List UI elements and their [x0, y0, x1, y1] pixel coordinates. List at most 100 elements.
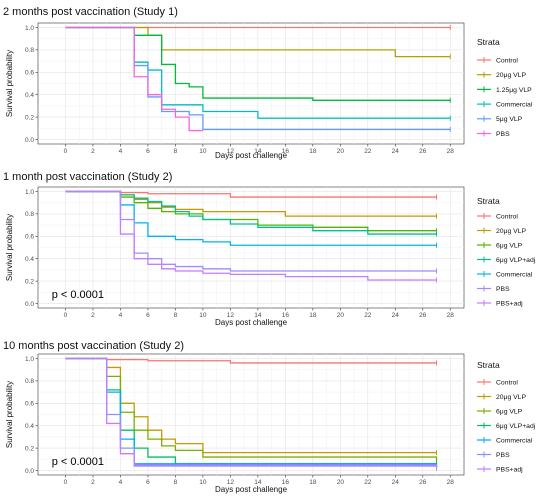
y-tick-label: 0.0: [25, 137, 34, 144]
legend-item: 6μg VLP+adj: [477, 256, 536, 264]
gridlines: [38, 354, 464, 475]
y-tick-label: 0.2: [25, 445, 34, 452]
series-lines: [65, 357, 438, 471]
series-line-6: [65, 190, 437, 272]
x-tick-label: 26: [419, 148, 427, 155]
legend-item: 6μg VLP: [477, 242, 523, 249]
legend-label: PBS: [496, 452, 510, 459]
y-tick-label: 1.0: [25, 189, 34, 196]
x-tick-label: 28: [447, 312, 455, 319]
legend-item: Commercial: [477, 271, 533, 278]
x-tick-label: 24: [392, 479, 400, 486]
legend-label: PBS+adj: [496, 466, 523, 473]
panel-3: 10 months post vaccination (Study 2)0 2 4 6…: [3, 340, 536, 494]
legend-label: 1.25μg VLP: [496, 87, 532, 94]
x-tick-label: 6: [146, 479, 150, 486]
x-tick-label: 12: [227, 312, 235, 319]
p-value-label: p < 0.0001: [52, 289, 104, 301]
x-tick-label: 16: [282, 148, 290, 155]
x-tick-label: 0: [64, 312, 68, 319]
legend-item: PBS+adj: [477, 300, 523, 307]
x-tick-label: 4: [119, 312, 123, 319]
y-tick-label: 1.0: [25, 356, 34, 363]
legend-label: 5μg VLP: [496, 116, 523, 123]
x-tick-label: 0: [64, 479, 68, 486]
legend-label: PBS+adj: [496, 300, 523, 307]
legend-label: Control: [496, 57, 518, 64]
x-tick-label: 22: [364, 479, 372, 486]
x-tick-label: 28: [447, 148, 455, 155]
panel-2: 1 month post vaccination (Study 2)0 2 4 6 8 1…: [3, 171, 536, 327]
x-tick-label: 14: [254, 312, 262, 319]
x-tick-label: 26: [419, 479, 427, 486]
legend-item: PBS: [477, 451, 510, 459]
legend-label: Commercial: [496, 102, 533, 109]
legend-item: Commercial: [477, 101, 533, 109]
x-tick-label: 28: [447, 479, 455, 486]
legend-label: Control: [496, 379, 518, 386]
series-line-3: [65, 357, 438, 462]
gridlines: [38, 23, 464, 144]
legend-item: 5μg VLP: [477, 115, 523, 123]
x-tick-label: 20: [337, 148, 345, 155]
x-tick-label: 6: [146, 148, 150, 155]
legend: Strata Control 20μg VLP 6μg VLP 6μg VLP+adj C…: [477, 196, 536, 307]
y-tick-label: 0.6: [25, 401, 34, 408]
legend-label: 20μg VLP: [496, 228, 526, 235]
y-tick-label: 0.6: [25, 70, 34, 77]
y-axis-label: Survival probability: [5, 50, 14, 117]
legend-item: Control: [477, 57, 518, 64]
legend-item: Commercial: [477, 437, 533, 444]
y-tick-label: 0.0: [25, 301, 34, 308]
y-tick-label: 0.4: [25, 256, 34, 263]
legend-item: 6μg VLP: [477, 408, 523, 415]
x-tick-label: 20: [337, 312, 345, 319]
series-line-2: [65, 357, 437, 454]
x-tick-label: 8: [174, 148, 178, 155]
x-tick-label: 10: [199, 312, 207, 319]
x-tick-label: 24: [392, 148, 400, 155]
legend-item: 20μg VLP: [477, 227, 526, 235]
series-line-5: [65, 190, 437, 246]
axis-ticks: 0 2 4 6 8 10 12 14 16 18 20 22 24 26 280.00.20.40.60.8…: [25, 25, 454, 155]
x-axis-label: Days post challenge: [215, 485, 288, 494]
x-tick-label: 8: [174, 312, 178, 319]
legend-label: PBS: [496, 286, 510, 293]
x-tick-label: 24: [392, 312, 400, 319]
x-axis-label: Days post challenge: [215, 151, 288, 160]
x-tick-label: 26: [419, 312, 427, 319]
legend: Strata Control 20μg VLP 6μg VLP 6μg VLP+adj C…: [477, 360, 536, 473]
x-tick-label: 6: [146, 312, 150, 319]
x-tick-label: 4: [119, 479, 123, 486]
legend-title: Strata: [477, 360, 500, 370]
legend-label: 6μg VLP+adj: [496, 257, 536, 264]
y-tick-label: 0.8: [25, 47, 34, 54]
legend-item: 20μg VLP: [477, 71, 526, 79]
gridlines: [38, 187, 464, 308]
legend-item: PBS: [477, 130, 510, 138]
series-lines: [65, 190, 438, 283]
x-tick-label: 2: [91, 148, 95, 155]
legend-item: 6μg VLP+adj: [477, 422, 536, 430]
panel-1: 2 months post vaccination (Study 1)0 2 4 6 8…: [3, 6, 533, 160]
series-line-3: [65, 26, 451, 101]
legend-label: 20μg VLP: [496, 394, 526, 401]
legend-label: Commercial: [496, 437, 533, 444]
x-tick-label: 22: [364, 312, 372, 319]
legend-item: PBS: [477, 285, 510, 293]
legend-label: Control: [496, 213, 518, 220]
y-tick-label: 0.0: [25, 468, 34, 475]
y-tick-label: 0.4: [25, 92, 34, 99]
x-tick-label: 18: [309, 479, 317, 486]
legend-item: 20μg VLP: [477, 393, 526, 401]
x-tick-label: 12: [227, 479, 235, 486]
legend-item: PBS+adj: [477, 466, 523, 473]
x-tick-label: 2: [91, 479, 95, 486]
legend-title: Strata: [477, 196, 500, 206]
x-tick-label: 20: [337, 479, 345, 486]
x-tick-label: 10: [199, 148, 207, 155]
legend-label: 6μg VLP: [496, 408, 523, 415]
x-tick-label: 14: [254, 479, 262, 486]
series-line-7: [65, 357, 438, 469]
